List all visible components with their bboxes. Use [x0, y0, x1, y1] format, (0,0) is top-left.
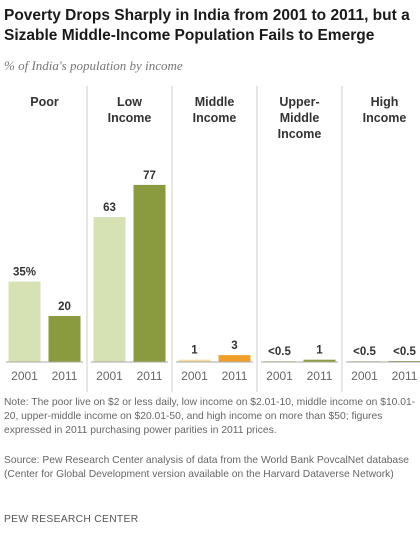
group-label: Upper-Middle Income: [278, 95, 322, 141]
value-label: 63: [103, 202, 116, 214]
chart-subtitle: % of India's population by income: [4, 58, 183, 73]
x-tick-label: 2001: [181, 369, 208, 383]
value-label: 1: [316, 345, 323, 357]
bar: [218, 355, 251, 362]
value-label: 20: [58, 301, 71, 313]
bar-chart: Poor 35% 2001 20 2011 Low Income 63 2001 77 2011 Mi…: [6, 86, 420, 392]
x-tick-label: 2011: [137, 369, 163, 383]
value-label: 3: [231, 340, 237, 352]
x-tick-label: 2011: [52, 369, 78, 383]
bar: [133, 184, 166, 362]
bar: [48, 316, 81, 362]
chart-note: Note: The poor live on $2 or less daily,…: [4, 397, 416, 436]
bar: [178, 359, 211, 362]
x-tick-label: 2011: [392, 369, 418, 383]
bar: [8, 281, 41, 362]
group-label: Middle Income: [193, 95, 237, 125]
chart-credit: PEW RESEARCH CENTER: [4, 514, 139, 525]
value-label: 77: [143, 170, 156, 182]
chart-title: Poverty Drops Sharply in India from 2001…: [4, 7, 410, 44]
value-label: 35%: [13, 267, 36, 279]
x-tick-label: 2001: [96, 369, 123, 383]
value-label: 1: [191, 345, 198, 357]
value-label: <0.5: [353, 346, 376, 358]
x-tick-label: 2011: [307, 369, 333, 383]
value-label: <0.5: [393, 346, 416, 358]
group-label: Low Income: [108, 95, 152, 125]
value-label: <0.5: [268, 346, 291, 358]
bar: [93, 217, 126, 362]
group-label: Poor: [30, 95, 59, 109]
group-label: High Income: [363, 95, 407, 125]
bar: [303, 359, 336, 362]
chart-source: Source: Pew Research Center analysis of …: [4, 455, 410, 480]
x-tick-label: 2001: [266, 369, 293, 383]
x-tick-label: 2001: [351, 369, 378, 383]
x-tick-label: 2011: [222, 369, 248, 383]
x-tick-label: 2001: [11, 369, 38, 383]
